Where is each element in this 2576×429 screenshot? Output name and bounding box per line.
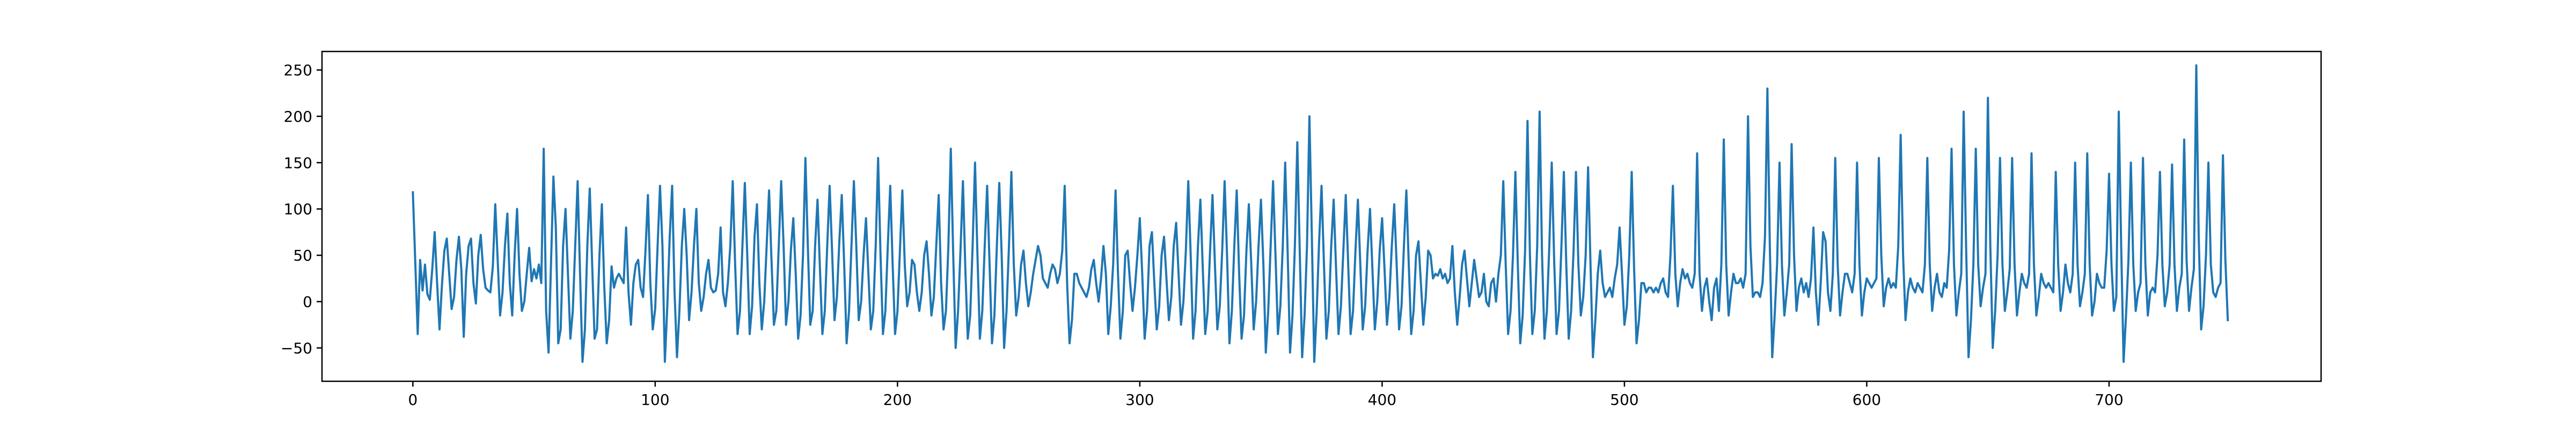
- axes-frame: [321, 50, 2322, 382]
- x-tick-label: 500: [1610, 391, 1638, 409]
- series-line-0: [412, 64, 2229, 363]
- y-tick-label: 0: [303, 293, 312, 310]
- x-axis: 0 100 200 300 400 500 600 700: [408, 381, 2124, 409]
- plot-area: [321, 50, 2322, 382]
- x-tick-label: 600: [1853, 391, 1881, 409]
- x-tick-label: 300: [1125, 391, 1154, 409]
- y-tick-label: 150: [284, 154, 312, 172]
- y-tick-label: −50: [281, 339, 312, 357]
- x-tick-label: 400: [1368, 391, 1396, 409]
- x-tick-label: 200: [883, 391, 912, 409]
- y-tick-label: 50: [293, 247, 312, 264]
- y-tick-label: 200: [284, 108, 312, 125]
- y-tick-label: 100: [284, 201, 312, 218]
- x-tick-label: 700: [2095, 391, 2123, 409]
- x-tick-label: 0: [408, 391, 418, 409]
- y-tick-label: 250: [284, 62, 312, 79]
- x-tick-label: 100: [641, 391, 669, 409]
- y-axis: −50 0 50 100 150 200 250: [281, 62, 322, 357]
